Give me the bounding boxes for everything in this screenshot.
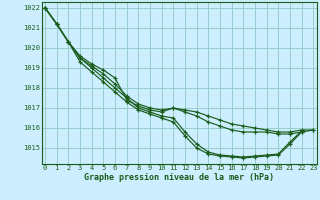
X-axis label: Graphe pression niveau de la mer (hPa): Graphe pression niveau de la mer (hPa)	[84, 173, 274, 182]
